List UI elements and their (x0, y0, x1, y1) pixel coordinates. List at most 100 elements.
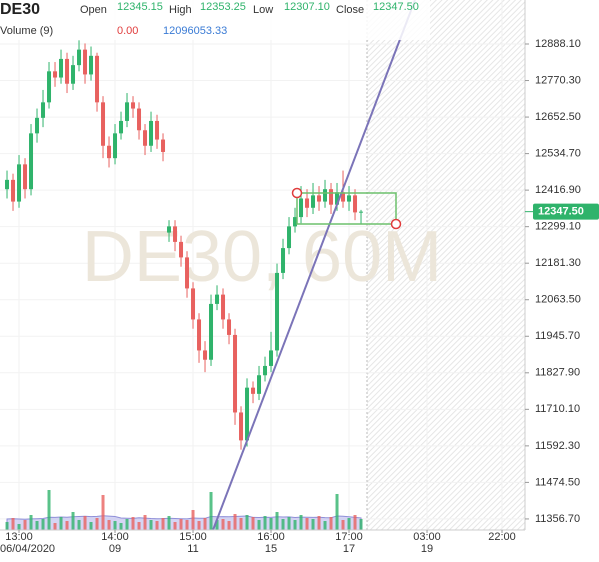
volume-bar (29, 515, 33, 530)
volume-bar (149, 520, 153, 530)
volume-bar (191, 510, 195, 530)
candle-body (263, 365, 268, 376)
volume-bar (77, 520, 81, 530)
candle-body (95, 55, 100, 103)
volume-bar (341, 520, 345, 530)
volume-bar (95, 518, 99, 530)
y-tick-label: 12299.10 (535, 221, 581, 233)
volume-layer (5, 490, 363, 531)
candle-body (155, 120, 160, 140)
candle-body (185, 257, 190, 289)
header-label: High (169, 4, 192, 16)
volume-bar (113, 521, 117, 530)
y-tick-label: 11356.70 (535, 513, 580, 525)
volume-bar (23, 520, 27, 530)
candle-body (317, 195, 322, 202)
y-tick-label: 11945.70 (535, 330, 580, 342)
y-tick-label: 11710.10 (535, 403, 580, 415)
candle-body (179, 241, 184, 258)
x-tick-label: 17:00 (335, 531, 363, 543)
header-label: Open (80, 4, 107, 16)
x-date-label: 09 (109, 543, 121, 555)
volume-bar (11, 518, 15, 530)
volume-bar (335, 494, 339, 530)
candle-body (293, 217, 298, 227)
candle-body (335, 192, 340, 205)
y-tick-label: 12652.50 (535, 111, 581, 123)
volume-bar (239, 518, 243, 530)
x-date-label: 15 (265, 543, 277, 555)
volume-bar (125, 519, 129, 530)
volume-bar (359, 519, 363, 530)
volume-ma-value: 12096053.33 (163, 25, 227, 37)
volume-bar (287, 517, 291, 530)
x-date-label: 17 (343, 543, 355, 555)
volume-bar (323, 521, 327, 530)
candle-body (239, 412, 244, 441)
candle-body (251, 387, 256, 394)
candle-body (353, 195, 358, 213)
candle-body (23, 164, 28, 190)
candle-body (149, 120, 154, 146)
candle-body (11, 179, 16, 202)
last-price-badge (533, 203, 599, 220)
y-tick-label: 12063.50 (535, 294, 581, 306)
header-value: 12307.10 (284, 1, 330, 13)
header-label: Low (253, 4, 273, 16)
volume-bar (293, 520, 297, 530)
y-tick-label: 12416.90 (535, 184, 581, 196)
candle-body (101, 102, 106, 146)
volume-label: Volume (9) (0, 25, 53, 37)
volume-bar (131, 517, 135, 530)
volume-bar (305, 518, 309, 530)
volume-bar (257, 520, 261, 530)
symbol: DE30 (0, 1, 40, 18)
candle-body (281, 248, 286, 273)
volume-bar (227, 521, 231, 530)
candle-body (35, 117, 40, 134)
candle-body (233, 334, 238, 413)
candle-body (89, 55, 94, 75)
volume-bar (47, 490, 51, 530)
x-tick-label: 03:00 (413, 531, 441, 543)
volume-bar (245, 515, 249, 530)
y-tick-label: 12888.10 (535, 38, 581, 50)
volume-bar (215, 520, 219, 530)
volume-bar (173, 522, 177, 530)
volume-bar (83, 516, 87, 530)
volume-bar (167, 516, 171, 530)
volume-bar (185, 520, 189, 530)
watermark: DE30, 60M (82, 217, 442, 297)
candle-body (311, 195, 316, 208)
candle-body (257, 375, 262, 394)
volume-bar (251, 517, 255, 530)
volume-bar (317, 516, 321, 530)
y-tick-label: 11474.50 (535, 476, 580, 488)
y-tick-label: 12181.30 (535, 257, 581, 269)
candle-body (269, 350, 274, 366)
candle-body (359, 211, 364, 213)
volume-bar (89, 522, 93, 530)
volume-change: 0.00 (117, 25, 138, 37)
candle-body (203, 350, 208, 360)
candle-body (47, 71, 52, 103)
candle-body (131, 102, 136, 109)
volume-bar (179, 519, 183, 530)
candle-body (191, 288, 196, 320)
header-value: 12345.15 (117, 1, 163, 13)
x-tick-label: 16:00 (257, 531, 285, 543)
candle-body (143, 130, 148, 146)
candle-body (113, 133, 118, 159)
candle-body (53, 71, 58, 78)
candle-body (299, 198, 304, 218)
candle-body (29, 133, 34, 190)
volume-bar (5, 522, 9, 530)
future-area (367, 0, 525, 530)
candle-body (347, 195, 352, 202)
volume-bar (329, 517, 333, 530)
volume-bar (347, 518, 351, 530)
y-tick-label: 12534.70 (535, 148, 581, 160)
candle-body (287, 226, 292, 249)
volume-bar (101, 495, 105, 530)
